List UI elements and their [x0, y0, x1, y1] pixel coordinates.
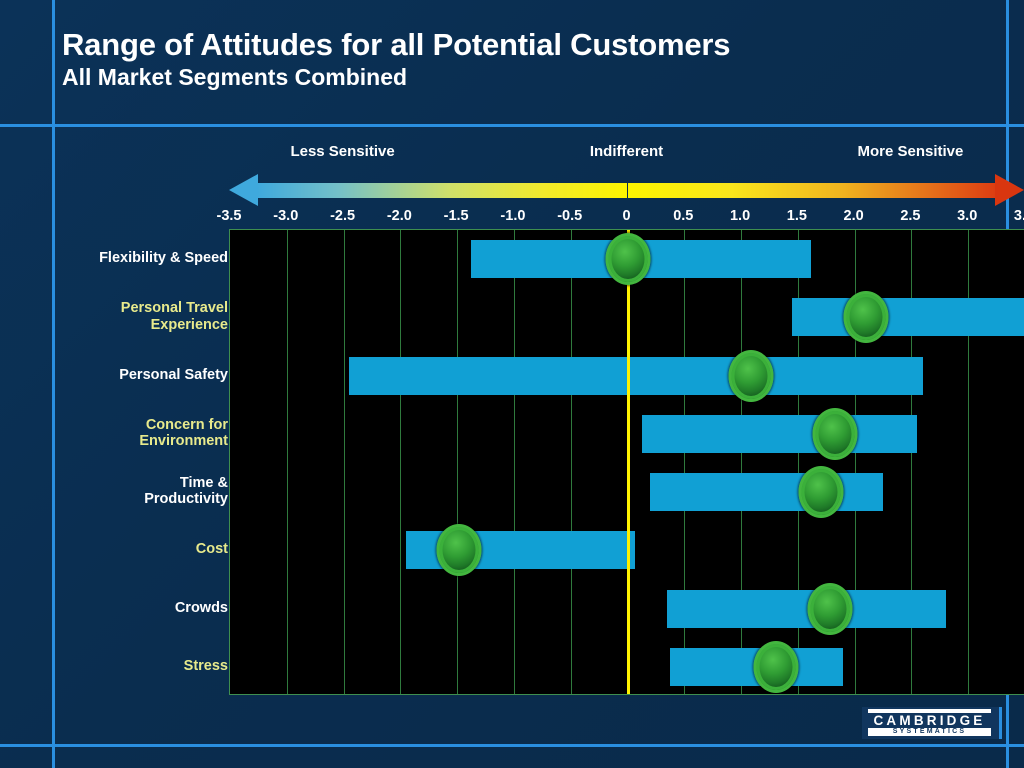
category-label: Personal Safety	[119, 366, 228, 383]
x-tick-label: -3.5	[216, 208, 242, 224]
scale-caption-1: Indifferent	[589, 143, 664, 160]
category-labels: Flexibility & Speed Personal Travel Exper…	[40, 229, 228, 695]
mean-marker[interactable]	[436, 524, 482, 577]
logo-top-bar	[868, 709, 991, 713]
frame-line-left	[52, 0, 55, 768]
scale-caption-2: More Sensitive	[857, 143, 964, 160]
chart-row[interactable]	[230, 640, 1024, 693]
gridline	[911, 230, 913, 694]
chart-row[interactable]	[230, 524, 1024, 577]
gridline	[741, 230, 743, 694]
gridline	[513, 230, 515, 694]
logo-name: CAMBRIDGE	[873, 713, 986, 728]
category-label: Time & Productivity	[144, 475, 228, 508]
x-tick-label: -0.5	[557, 208, 583, 224]
gridline	[968, 230, 970, 694]
x-tick-label: -1.5	[443, 208, 469, 224]
gridline	[854, 230, 856, 694]
mean-marker[interactable]	[728, 349, 774, 402]
mean-marker[interactable]	[807, 582, 853, 635]
chart-row[interactable]	[230, 233, 1024, 286]
range-bar[interactable]	[349, 356, 923, 395]
mean-marker[interactable]	[843, 291, 889, 344]
sensitivity-gradient-arrow	[229, 174, 1024, 206]
gridline	[797, 230, 799, 694]
frame-line-bottom	[0, 744, 1024, 747]
x-tick-label: -1.0	[500, 208, 526, 224]
scale-captions: Less Sensitive Indifferent More Sensitive	[229, 143, 1024, 167]
chart-row[interactable]	[230, 466, 1024, 519]
range-bar[interactable]	[642, 414, 918, 453]
x-tick-label: 1.0	[729, 208, 751, 224]
range-bar[interactable]	[792, 298, 1024, 337]
arrow-left-icon	[229, 174, 258, 206]
gradient-shaft-right	[628, 183, 996, 198]
x-tick-label: 2.5	[900, 208, 921, 224]
x-axis-tick-labels: -3.5 -3.0 -2.5 -2.0 -1.5 -1.0 -0.5 0 0.5 1.0 1.5 2.…	[217, 208, 1024, 228]
page-subtitle: All Market Segments Combined	[62, 64, 408, 91]
gridline	[570, 230, 572, 694]
category-label: Concern for Environment	[139, 416, 228, 450]
mean-marker[interactable]	[605, 233, 650, 286]
chart-row[interactable]	[230, 582, 1024, 635]
cambridge-systematics-logo: CAMBRIDGE SYSTEMATICS	[862, 707, 1002, 739]
chart-plot-area	[229, 229, 1024, 695]
scale-caption-0: Less Sensitive	[290, 143, 395, 160]
mean-marker[interactable]	[798, 466, 844, 519]
gridline	[684, 230, 686, 694]
chart-row[interactable]	[230, 349, 1024, 402]
title-block: Range of Attitudes for all Potential Cus…	[62, 28, 982, 91]
x-tick-label: 3.5	[1013, 208, 1024, 224]
page-title: Range of Attitudes for all Potential Cus…	[62, 27, 731, 62]
x-tick-label: 0	[622, 208, 631, 224]
gridline	[457, 230, 459, 694]
category-label: Cost	[195, 541, 228, 558]
category-label: Stress	[183, 657, 228, 674]
arrow-right-icon	[995, 174, 1024, 206]
x-tick-label: -3.0	[273, 208, 299, 224]
category-label: Flexibility & Speed	[99, 250, 228, 267]
zero-axis-line	[626, 230, 630, 694]
mean-marker[interactable]	[812, 407, 858, 460]
gradient-shaft-left	[257, 183, 627, 198]
x-tick-label: 1.5	[786, 208, 807, 224]
category-label: Personal Travel Experience	[120, 300, 228, 333]
range-bar[interactable]	[667, 589, 946, 628]
chart-row[interactable]	[230, 291, 1024, 344]
frame-line-top	[0, 124, 1024, 127]
logo-subname: SYSTEMATICS	[892, 728, 967, 735]
x-tick-label: -2.5	[330, 208, 356, 224]
range-bar[interactable]	[650, 473, 884, 512]
x-tick-label: 3.0	[957, 208, 978, 224]
gridline	[400, 230, 402, 694]
category-label: Crowds	[174, 599, 228, 616]
chart-row[interactable]	[230, 407, 1024, 460]
x-tick-label: -2.0	[386, 208, 412, 224]
x-tick-label: 0.5	[673, 208, 694, 224]
gridline	[343, 230, 345, 694]
mean-marker[interactable]	[753, 640, 799, 693]
x-tick-label: 2.0	[843, 208, 864, 224]
logo-sub-bar	[868, 728, 991, 736]
gridline	[286, 230, 288, 694]
